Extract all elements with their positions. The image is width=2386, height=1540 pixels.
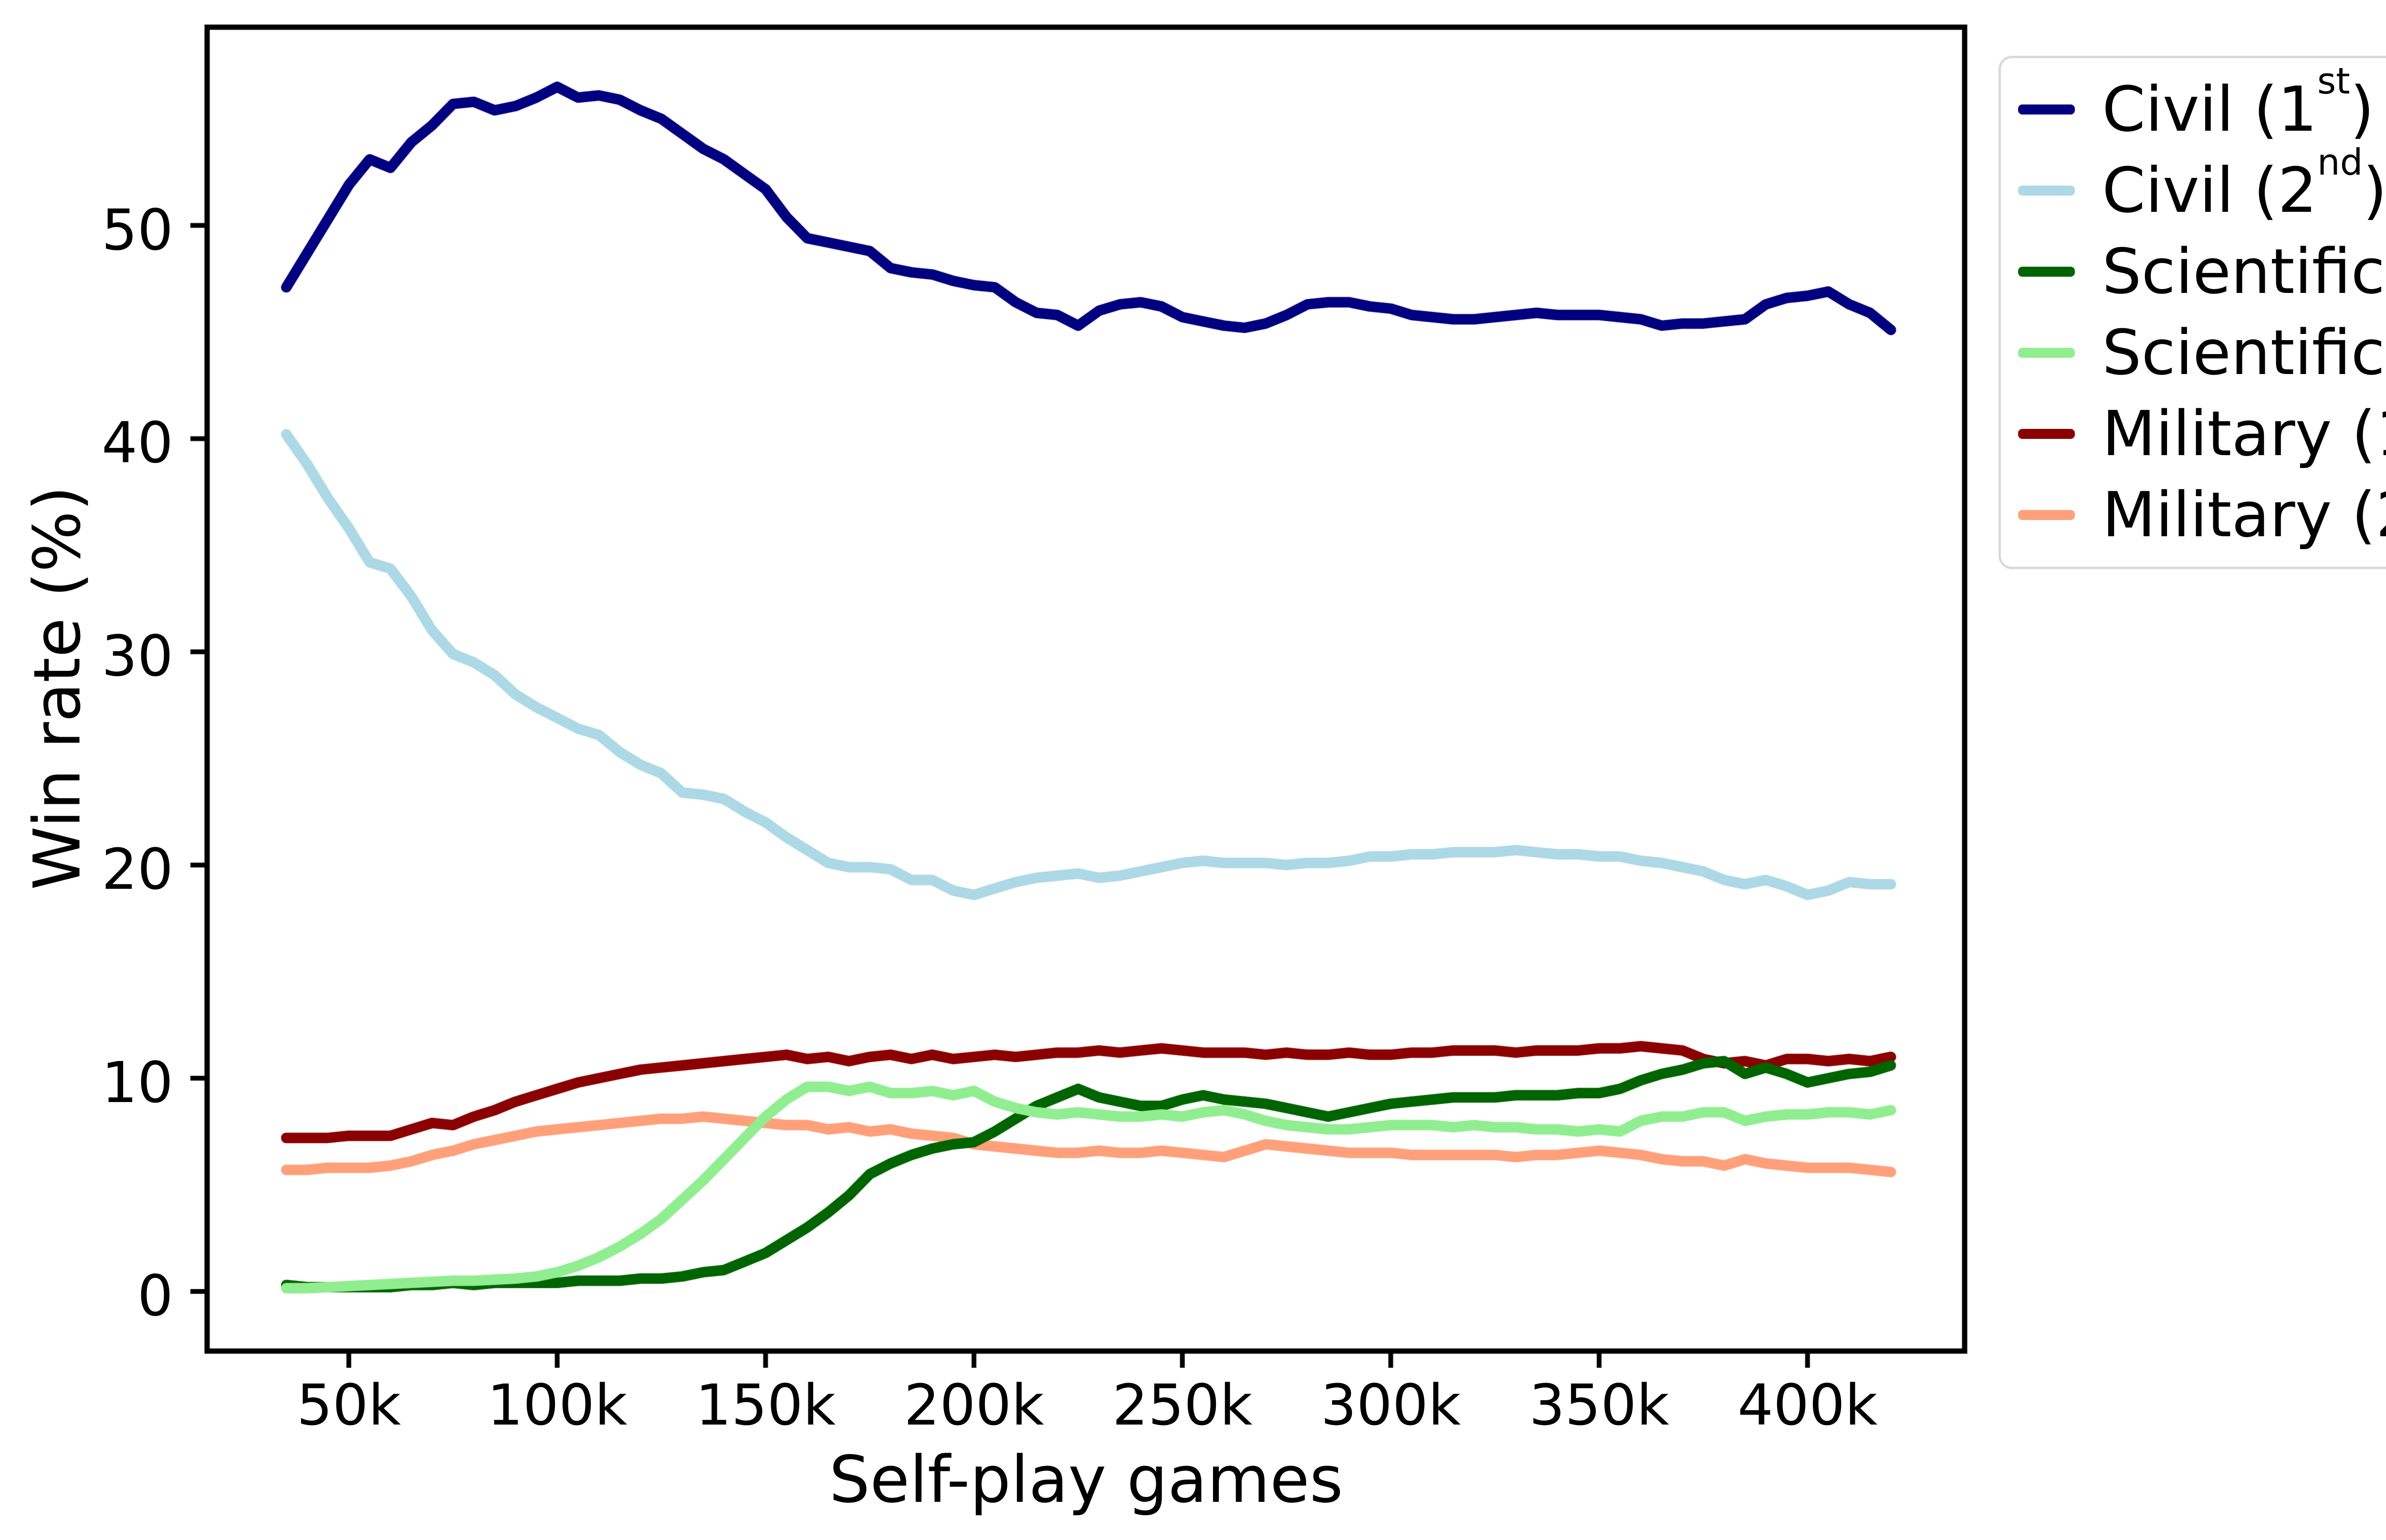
y-axis-label: Win rate (%)	[20, 486, 95, 890]
y-tick-label: 40	[101, 410, 173, 476]
legend: Civil (1st)Civil (2nd) Scientific (1st) Sc…	[1999, 56, 2386, 569]
x-tick-label: 50k	[296, 1372, 401, 1438]
x-tick-label: 350k	[1529, 1372, 1669, 1438]
legend-item-civil-2nd: Civil (2nd)	[2018, 141, 2386, 231]
legend-label-civil-2nd: Civil (2nd)	[2102, 141, 2386, 227]
legend-item-scientific-2nd: Scientific (2nd)	[2018, 312, 2386, 393]
legend-label-ordinal-suffix: st	[2317, 60, 2350, 102]
y-tick-label: 20	[101, 836, 173, 903]
legend-swatch-civil-1st	[2018, 104, 2075, 114]
x-tick-label: 300k	[1320, 1372, 1461, 1438]
y-tick-label: 0	[137, 1262, 173, 1329]
legend-item-military-2nd: Military (2nd)	[2018, 474, 2386, 555]
y-tick-label: 10	[101, 1050, 173, 1116]
legend-swatch-scientific-2nd	[2018, 347, 2075, 358]
legend-label-military-2nd: Military (2nd)	[2102, 479, 2386, 551]
legend-swatch-scientific-1st	[2018, 266, 2075, 277]
x-axis-label: Self-play games	[829, 1442, 1343, 1517]
y-tick-label: 50	[101, 197, 173, 263]
legend-item-military-1st: Military (1st)	[2018, 393, 2386, 474]
legend-swatch-military-1st	[2018, 428, 2075, 439]
legend-item-civil-1st: Civil (1st)	[2018, 60, 2386, 150]
legend-label-military-1st: Military (1st)	[2102, 397, 2386, 470]
legend-swatch-civil-2nd	[2018, 185, 2075, 196]
y-tick-label: 30	[101, 623, 173, 689]
x-tick-label: 200k	[904, 1372, 1044, 1438]
legend-swatch-military-2nd	[2018, 510, 2075, 520]
legend-item-scientific-1st: Scientific (1st)	[2018, 231, 2386, 312]
legend-label-civil-1st: Civil (1st)	[2102, 60, 2375, 146]
legend-label-scientific-2nd: Scientific (2nd)	[2102, 316, 2386, 389]
x-tick-label: 400k	[1737, 1372, 1878, 1438]
x-tick-label: 250k	[1112, 1372, 1253, 1438]
legend-label-scientific-1st: Scientific (1st)	[2102, 235, 2386, 308]
x-tick-label: 150k	[695, 1372, 836, 1438]
legend-label-ordinal-suffix: nd	[2317, 141, 2363, 183]
x-tick-label: 100k	[487, 1372, 628, 1438]
